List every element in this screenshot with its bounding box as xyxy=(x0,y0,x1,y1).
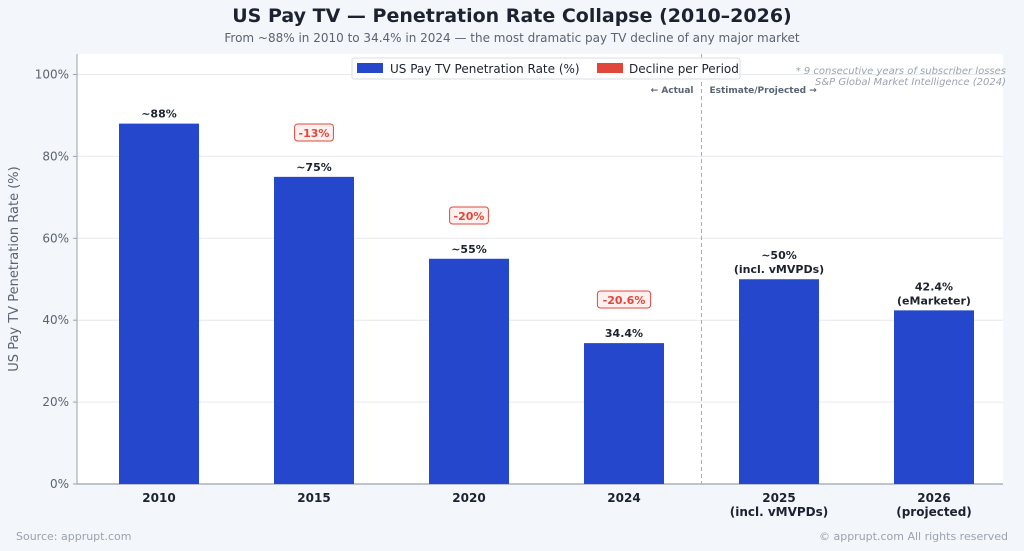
bar-2015 xyxy=(274,176,354,484)
data-label: ~55% xyxy=(451,243,487,256)
annotation-note: S&P Global Market Intelligence (2024) xyxy=(815,77,1006,88)
bar-2010 xyxy=(119,123,199,484)
data-label: ~50% (incl. vMVPDs) xyxy=(734,249,824,276)
data-label: ~88% xyxy=(141,108,177,121)
y-tick-label: 100% xyxy=(35,67,69,81)
chart-subtitle: From ~88% in 2010 to 34.4% in 2024 — the… xyxy=(224,31,800,45)
legend xyxy=(351,57,741,80)
decline-badge xyxy=(294,123,334,142)
data-label: ~75% xyxy=(296,161,332,174)
legend-label-decline: Decline per Period xyxy=(629,62,739,76)
y-axis-label: US Pay TV Penetration Rate (%) xyxy=(7,166,22,371)
y-tick-label: 0% xyxy=(50,477,69,491)
x-tick-label: 2010 xyxy=(142,491,175,505)
x-tick-label: 2025 (incl. vMVPDs) xyxy=(730,491,829,519)
data-label: 34.4% xyxy=(605,327,643,340)
decline-label: -20.6% xyxy=(603,294,646,307)
decline-label: -13% xyxy=(299,127,330,140)
bar-2025 xyxy=(739,279,819,484)
legend-swatch-penetration xyxy=(357,63,383,73)
x-tick-label: 2024 xyxy=(607,491,640,505)
data-label: 42.4% (eMarketer) xyxy=(897,280,971,307)
chart-title: US Pay TV — Penetration Rate Collapse (2… xyxy=(232,5,792,27)
decline-badge xyxy=(449,206,489,225)
decline-badge xyxy=(596,290,652,309)
source-note: Source: apprupt.com xyxy=(16,530,132,543)
bar-2026 xyxy=(894,310,974,484)
y-tick-label: 40% xyxy=(42,313,69,327)
plot-area xyxy=(77,54,1003,484)
x-tick-label: 2026 (projected) xyxy=(896,491,972,519)
x-tick-label: 2020 xyxy=(452,491,485,505)
y-tick-label: 60% xyxy=(42,231,69,245)
y-tick-label: 20% xyxy=(42,395,69,409)
legend-swatch-decline xyxy=(597,63,623,73)
projected-label: Estimate/Projected → xyxy=(710,86,818,96)
legend-label-penetration: US Pay TV Penetration Rate (%) xyxy=(390,62,580,76)
copyright-note: © apprupt.com All rights reserved xyxy=(818,530,1008,543)
y-tick-label: 80% xyxy=(42,149,69,163)
bar-2020 xyxy=(429,258,509,484)
actual-label: ← Actual xyxy=(651,86,694,96)
decline-label: -20% xyxy=(454,210,485,223)
x-tick-label: 2015 xyxy=(297,491,330,505)
bar-2024 xyxy=(584,343,664,484)
annotation-note: * 9 consecutive years of subscriber loss… xyxy=(796,66,1006,77)
